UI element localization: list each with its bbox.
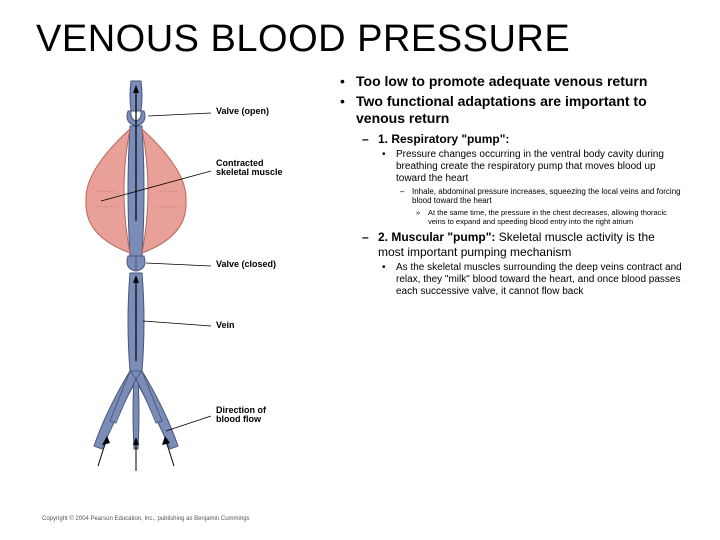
resp-sub-text: Inhale, abdominal pressure increases, sq… <box>412 187 681 206</box>
label-valve-closed: Valve (closed) <box>216 260 276 269</box>
bullet-1: Too low to promote adequate venous retur… <box>334 73 684 91</box>
label-vein: Vein <box>216 321 235 330</box>
vein-diagram <box>36 71 326 491</box>
content-row: Valve (open) Contracted skeletal muscle … <box>36 71 684 528</box>
label-direction: Direction of blood flow <box>216 406 286 425</box>
diagram-copyright: Copyright © 2004 Pearson Education, Inc.… <box>42 516 250 522</box>
label-valve-open: Valve (open) <box>216 107 269 116</box>
resp-sub2: At the same time, the pressure in the ch… <box>412 208 684 226</box>
musc-pump: 2. Muscular "pump": Skeletal muscle acti… <box>356 230 684 298</box>
musc-detail: As the skeletal muscles surrounding the … <box>378 262 684 298</box>
text-column: Too low to promote adequate venous retur… <box>334 71 684 528</box>
resp-detail-text: Pressure changes occurring in the ventra… <box>396 149 664 184</box>
page-title: VENOUS BLOOD PRESSURE <box>36 18 684 61</box>
musc-head: 2. Muscular "pump": <box>378 230 495 244</box>
resp-pump: 1. Respiratory "pump": Pressure changes … <box>356 132 684 226</box>
bullet-list: Too low to promote adequate venous retur… <box>334 73 684 298</box>
resp-detail: Pressure changes occurring in the ventra… <box>378 149 684 226</box>
resp-head: 1. Respiratory "pump": <box>378 132 509 146</box>
bullet-2-text: Two functional adaptations are important… <box>356 93 647 127</box>
label-muscle: Contracted skeletal muscle <box>216 159 296 178</box>
bullet-2: Two functional adaptations are important… <box>334 93 684 298</box>
diagram-column: Valve (open) Contracted skeletal muscle … <box>36 71 326 528</box>
resp-sub: Inhale, abdominal pressure increases, sq… <box>396 187 684 226</box>
